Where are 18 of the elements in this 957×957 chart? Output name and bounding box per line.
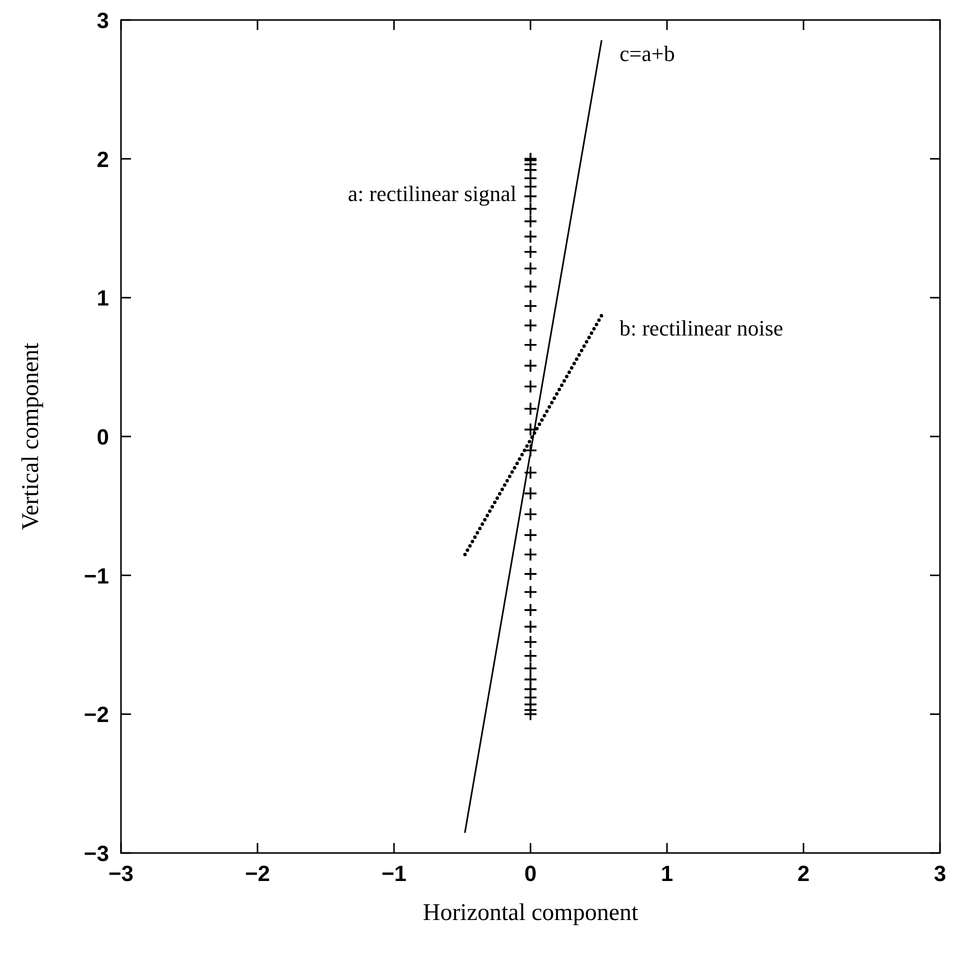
y-tick-label: 1 [96,286,109,311]
x-tick-label: −1 [381,861,407,886]
x-axis-title: Horizontal component [422,900,638,926]
y-axis-title: Vertical component [18,342,44,530]
y-tick-label: 3 [96,8,109,33]
y-tick-label: −2 [84,702,109,728]
y-tick-label: 0 [96,424,109,450]
legend-label: c=a+b [619,40,675,66]
series-label: b: rectilinear noise [619,316,784,341]
y-tick-label: 2 [96,146,109,172]
y-tick-label: −1 [84,563,109,588]
x-tick-label: 3 [934,861,946,886]
x-tick-label: 1 [660,861,674,886]
x-tick-label: 0 [524,861,537,886]
x-tick-label: −2 [244,861,270,886]
y-tick-label: −3 [84,841,109,866]
series-label: a: rectilinear signal [348,180,516,206]
x-tick-label: 2 [797,861,810,886]
